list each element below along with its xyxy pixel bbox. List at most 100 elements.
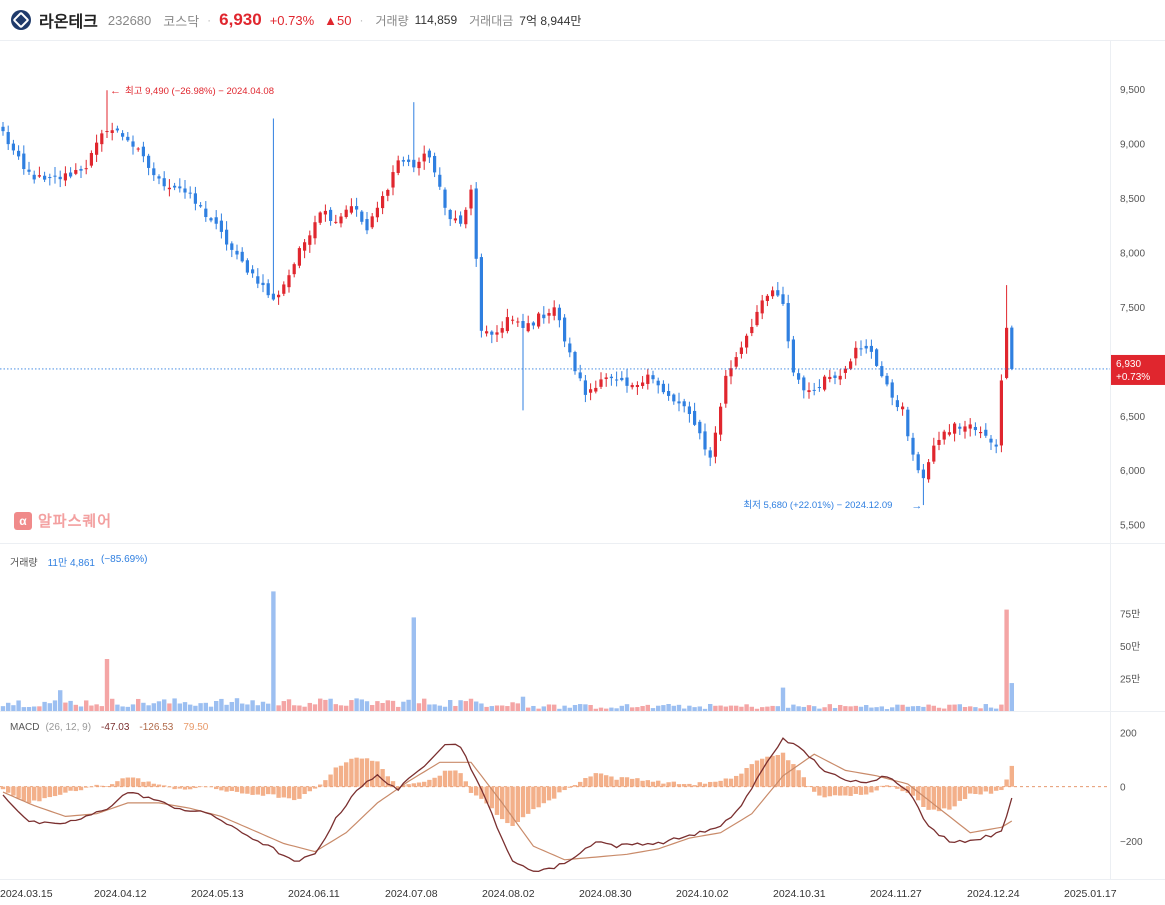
macd-histogram-bar [786, 760, 791, 787]
date-tick-label: 2024.05.13 [191, 888, 244, 900]
candle-body [1, 126, 5, 132]
candle-body [22, 153, 26, 170]
volume-bar [219, 698, 224, 711]
candle-body [505, 317, 509, 332]
macd-tick-label: −200 [1120, 837, 1143, 848]
volume-bar [713, 705, 718, 711]
candle-body [573, 352, 577, 372]
stock-chart[interactable]: 5,5006,0006,5007,0007,5008,0008,5009,000… [0, 41, 1165, 905]
volume-bar [583, 704, 588, 711]
macd-histogram-bar [401, 785, 406, 787]
candle-body [110, 130, 114, 133]
volume-bar [531, 705, 536, 711]
candle-body [630, 385, 634, 388]
macd-histogram-bar [760, 758, 765, 787]
macd-histogram-bar [344, 762, 349, 787]
macd-histogram-bar [588, 776, 593, 787]
candle-body [245, 260, 249, 273]
volume-bar [318, 698, 323, 711]
candle-body [776, 290, 780, 296]
macd-histogram-bar [474, 786, 479, 796]
macd-histogram-bar [125, 777, 130, 787]
candle-body [448, 209, 452, 220]
macd-histogram-bar [879, 785, 884, 787]
candle-body [115, 128, 119, 131]
candle-body [802, 377, 806, 391]
volume-bar [297, 705, 302, 711]
candle-body [37, 175, 41, 177]
macd-histogram-bar [198, 786, 203, 788]
candle-body [890, 382, 894, 398]
candle-body [729, 368, 733, 377]
signal-line [2, 753, 1013, 861]
macd-histogram-bar [276, 786, 281, 798]
macd-histogram-bar [297, 786, 302, 799]
macd-histogram-bar [432, 777, 437, 787]
macd-histogram-bar [136, 778, 141, 787]
candle-body [885, 375, 889, 385]
volume-bar [619, 705, 624, 711]
candle-body [635, 384, 639, 388]
macd-histogram-bar [182, 786, 188, 790]
candle-body [365, 219, 369, 231]
volume-bar [728, 705, 734, 711]
macd-histogram-bar [754, 760, 760, 787]
macd-histogram-bar [385, 776, 390, 787]
macd-histogram-bar [224, 786, 229, 792]
candle-body [240, 251, 244, 262]
candle-body [698, 421, 702, 434]
volume-bar [541, 706, 546, 711]
volume-bar [260, 701, 266, 711]
candle-body [375, 207, 379, 218]
candle-body [911, 437, 915, 455]
volume-bar [375, 701, 380, 711]
macd-histogram-bar [817, 786, 822, 796]
candle-body [121, 133, 125, 137]
stock-name[interactable]: 라온테크 [39, 14, 98, 31]
candle-body [807, 390, 811, 393]
volume-bar [978, 708, 983, 711]
volume-bar [822, 707, 827, 711]
macd-histogram-bar [598, 773, 604, 787]
volume-bar [1009, 683, 1014, 711]
macd-histogram-bar [910, 786, 916, 796]
volume-bar [916, 705, 921, 711]
volume-bar [630, 707, 635, 711]
panel-divider-volume [0, 543, 1165, 544]
macd-legend-label: MACD [10, 722, 40, 733]
macd-panel: 200 0 −200 [0, 729, 1143, 873]
candle-body [297, 248, 301, 266]
volume-bar [947, 704, 952, 711]
macd-histogram-bar [68, 786, 73, 791]
candle-body [256, 276, 260, 284]
candle-body [672, 394, 676, 402]
macd-histogram-bar [99, 785, 104, 787]
volume-bar [994, 708, 999, 711]
macd-histogram-bar [708, 781, 713, 787]
macd-histogram-bar [619, 777, 624, 787]
volume-bar [489, 706, 494, 711]
macd-histogram-bar [172, 786, 177, 790]
macd-histogram-bar [396, 786, 401, 789]
macd-histogram-bar [302, 786, 307, 795]
macd-histogram-bar [37, 786, 42, 802]
volume-bar [474, 701, 479, 711]
macd-histogram-bar [188, 786, 193, 790]
macd-histogram-bar [765, 756, 770, 787]
volume-bar [245, 704, 250, 711]
volume-bar [448, 700, 453, 711]
stock-header: 라온테크 232680 코스닥 · 6,930 +0.73% ▲50 · 거래량… [0, 0, 1165, 41]
volume-bar [156, 701, 162, 711]
volume-bar [806, 705, 812, 711]
volume-bar [370, 705, 375, 711]
macd-histogram-bar [988, 786, 994, 794]
volume-bar [687, 705, 692, 711]
macd-histogram-bar [380, 769, 385, 787]
candle-body [677, 401, 681, 404]
volume-bar [796, 706, 801, 711]
candle-body [968, 424, 972, 429]
candle-body [823, 376, 827, 390]
macd-histogram-bar [739, 773, 744, 787]
volume-bar [526, 707, 531, 711]
volume-bar [146, 705, 151, 711]
